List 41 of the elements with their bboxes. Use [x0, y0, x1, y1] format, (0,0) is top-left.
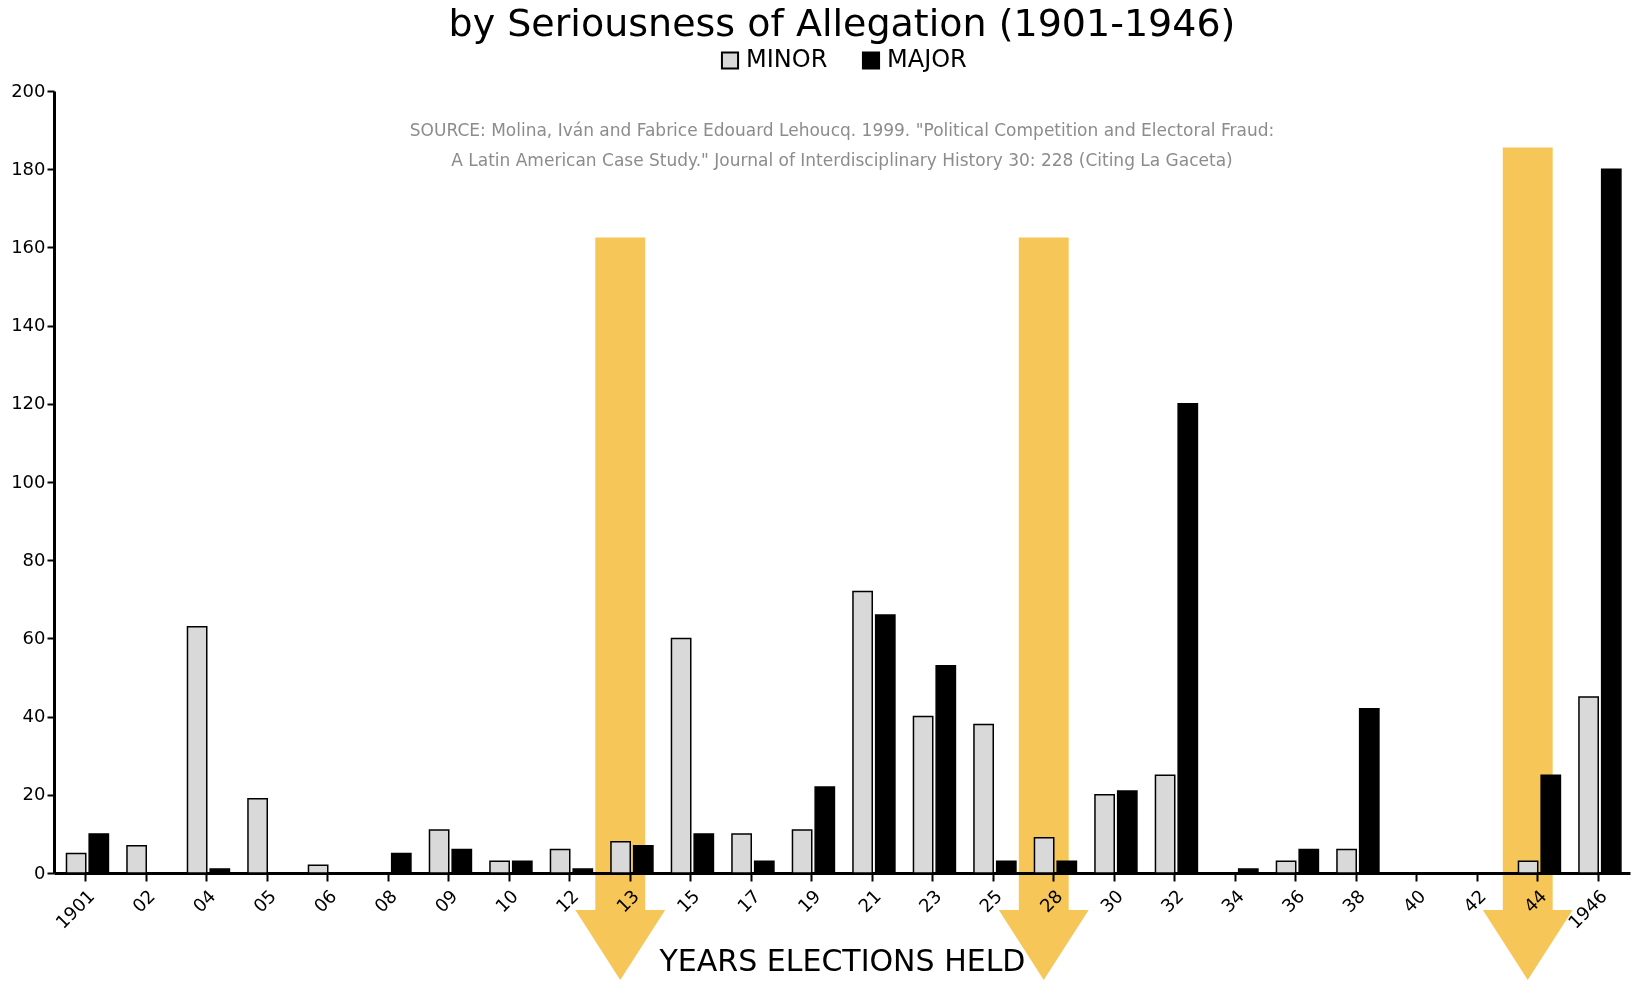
x-tick-label: 09 [430, 885, 462, 917]
x-tick-label: 19 [793, 885, 825, 917]
x-tick-label: 44 [1519, 885, 1551, 917]
x-tick-label: 10 [490, 885, 522, 917]
y-tick-label: 0 [34, 861, 46, 883]
x-tick-label: 12 [551, 885, 583, 917]
y-tick-label: 40 [22, 705, 46, 727]
x-tick-label: 21 [853, 885, 885, 917]
x-tick-label: 05 [248, 885, 280, 917]
x-tick-label: 08 [369, 885, 401, 917]
y-tick-label: 20 [22, 783, 46, 805]
x-tick-label: 32 [1156, 885, 1188, 917]
y-tick-label: 100 [11, 470, 46, 492]
y-tick-label: 60 [22, 626, 46, 648]
legend-label: MINOR [746, 45, 828, 74]
x-tick-label: 40 [1398, 885, 1430, 917]
y-tick-label: 200 [11, 79, 46, 101]
x-tick-label: 23 [914, 885, 946, 917]
annotation: SOURCE: Molina, Iván and Fabrice Edouard Lehoucq. 1999. "Political Competition and Electoral Fraud: [409, 120, 1275, 140]
chart-title: by Seriousness of Allegation (1901-1946) [448, 1, 1236, 45]
y-tick-label: 120 [11, 392, 46, 414]
x-tick-label: 06 [309, 885, 341, 917]
x-tick-label: 25 [974, 885, 1006, 917]
x-tick-label: 15 [672, 885, 704, 917]
y-tick-label: 160 [11, 235, 46, 257]
x-tick-label: 42 [1458, 885, 1490, 917]
x-axis-title: YEARS ELECTIONS HELD [658, 942, 1026, 978]
x-tick-label: 30 [1095, 885, 1127, 917]
x-tick-label: 02 [127, 885, 159, 917]
y-tick-label: 80 [22, 548, 46, 570]
x-tick-label: 28 [1035, 885, 1067, 917]
y-tick-label: 180 [11, 157, 46, 179]
x-tick-label: 36 [1277, 885, 1309, 917]
y-tick-label: 140 [11, 314, 46, 336]
x-tick-label: 38 [1337, 885, 1369, 917]
x-tick-label: 34 [1216, 885, 1248, 917]
x-tick-label: 17 [732, 885, 764, 917]
annotation: A Latin American Case Study." Journal of Interdisciplinary History 30: 228 (Citing La Gaceta) [451, 150, 1233, 170]
legend-label: MAJOR [887, 45, 967, 74]
x-tick-label: 13 [611, 885, 643, 917]
x-tick-label: 04 [188, 885, 220, 917]
